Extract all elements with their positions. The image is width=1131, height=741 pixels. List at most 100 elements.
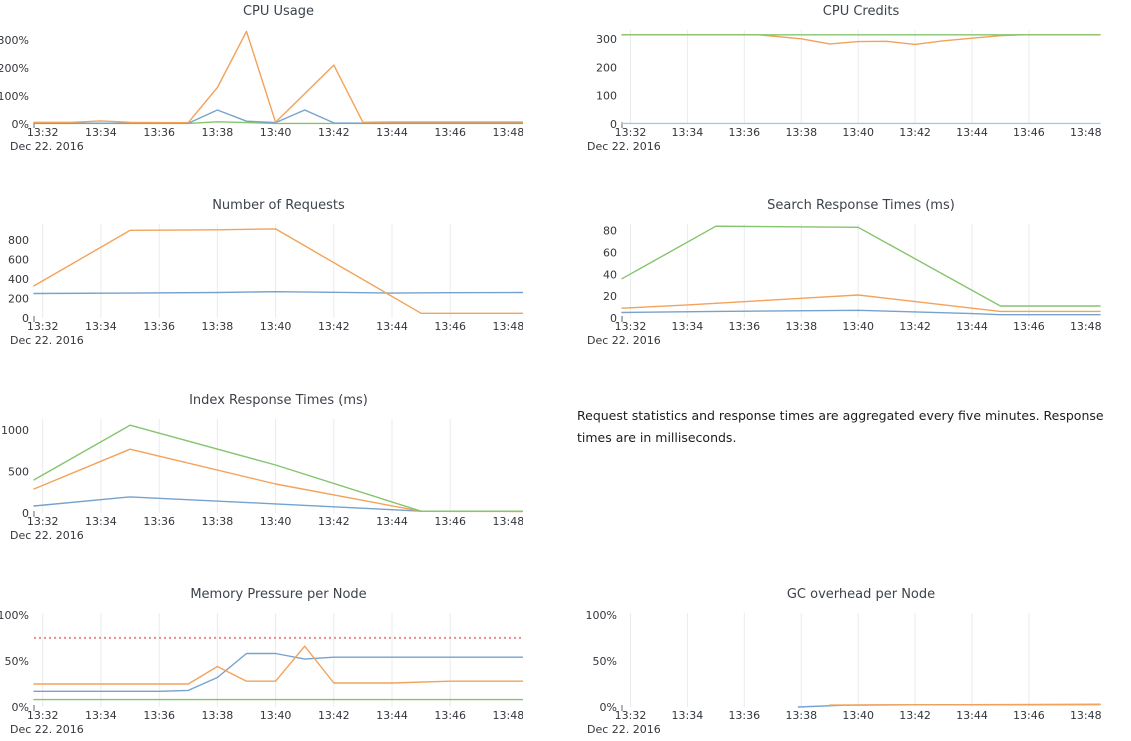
x-tick-label: 13:48 xyxy=(493,709,523,722)
series-orange xyxy=(33,448,523,513)
x-tick-label: 13:34 xyxy=(85,515,117,528)
y-tick-label: 200 xyxy=(8,293,29,306)
x-tick-label: 13:40 xyxy=(260,126,292,139)
x-tick-label: 13:32 xyxy=(615,126,647,139)
y-tick-label: 300 xyxy=(596,33,617,46)
x-tick-label: 13:44 xyxy=(956,126,988,139)
y-tick-label: 100% xyxy=(0,90,29,103)
x-tick-label: 13:42 xyxy=(899,126,931,139)
x-tick-label: 13:32 xyxy=(615,320,647,333)
series-orange xyxy=(33,228,523,315)
y-tick-label: 1000 xyxy=(1,424,29,437)
x-tick-label: 13:44 xyxy=(956,709,988,722)
x-tick-label: 13:40 xyxy=(260,320,292,333)
x-tick-label: 13:46 xyxy=(434,126,466,139)
chart-search-response-times: Search Response Times (ms) 13:32 13:34 13:… xyxy=(577,194,1130,346)
chart-gc-overhead-per-node: GC overhead per Node 13:32 13:34 13:36 13:3… xyxy=(577,583,1130,741)
y-tick-label: 60 xyxy=(603,246,617,259)
x-tick-label: 13:46 xyxy=(434,709,466,722)
x-tick-label: 13:48 xyxy=(493,320,523,333)
chart-cpu-credits: CPU Credits 13:32 13:34 13:36 13:38 13:40 13:… xyxy=(577,0,1130,152)
y-tick-label: 400 xyxy=(8,273,29,286)
date-label: Dec 22. 2016 xyxy=(10,529,84,541)
series-blue xyxy=(33,496,523,513)
series-green xyxy=(621,225,1101,307)
chart-cpu-usage: CPU Usage 13:32 13:34 13:36 13:38 13:40 13:42… xyxy=(0,0,523,152)
x-tick-label: 13:48 xyxy=(493,126,523,139)
cpu-credits-plot[interactable]: 13:32 13:34 13:36 13:38 13:40 13:42 13:44 13:46… xyxy=(577,22,1130,152)
series-orange xyxy=(33,30,523,124)
x-tick-label: 13:42 xyxy=(899,709,931,722)
x-tick-label: 13:38 xyxy=(785,126,817,139)
x-tick-label: 13:32 xyxy=(27,515,59,528)
series-green xyxy=(33,424,523,512)
x-tick-label: 13:34 xyxy=(672,320,704,333)
x-tick-label: 13:48 xyxy=(1070,320,1102,333)
x-tick-label: 13:34 xyxy=(85,320,117,333)
x-tick-label: 13:44 xyxy=(376,515,408,528)
cpu-usage-plot[interactable]: 13:32 13:34 13:36 13:38 13:40 13:42 13:44 13:46… xyxy=(0,22,523,152)
x-tick-label: 13:40 xyxy=(260,709,292,722)
chart-title-gc-overhead: GC overhead per Node xyxy=(786,587,936,602)
series-blue xyxy=(33,290,523,295)
x-tick-label: 13:44 xyxy=(376,126,408,139)
memory-pressure-plot[interactable]: 13:32 13:34 13:36 13:38 13:40 13:42 13:44 13:46… xyxy=(0,605,523,735)
x-tick-label: 13:38 xyxy=(785,320,817,333)
x-tick-label: 13:46 xyxy=(1013,126,1045,139)
date-label: Dec 22. 2016 xyxy=(587,140,661,152)
index-response-times-plot[interactable]: 13:32 13:34 13:36 13:38 13:40 13:42 13:44 13:46… xyxy=(0,411,523,541)
x-tick-label: 13:36 xyxy=(143,126,175,139)
x-tick-label: 13:44 xyxy=(376,320,408,333)
chart-title-cpu-credits: CPU Credits xyxy=(822,4,900,19)
aggregation-note-text: Request statistics and response times ar… xyxy=(577,408,1104,445)
x-tick-label: 13:40 xyxy=(842,126,874,139)
x-tick-label: 13:48 xyxy=(1070,126,1102,139)
x-tick-label: 13:46 xyxy=(1013,320,1045,333)
y-tick-label: 0 xyxy=(610,312,617,325)
x-tick-label: 13:32 xyxy=(27,320,59,333)
search-response-times-plot[interactable]: 13:32 13:34 13:36 13:38 13:40 13:42 13:44 13:46… xyxy=(577,216,1130,346)
chart-number-of-requests: Number of Requests 13:32 13:34 13:36 13:38 1… xyxy=(0,194,523,346)
chart-memory-pressure-per-node: Memory Pressure per Node 13:32 13:34 13:36… xyxy=(0,583,523,741)
date-label: Dec 22. 2016 xyxy=(587,334,661,346)
y-tick-label: 500 xyxy=(8,466,29,479)
x-tick-label: 13:32 xyxy=(615,709,647,722)
series-blue xyxy=(33,109,523,124)
x-tick-label: 13:34 xyxy=(672,126,704,139)
date-label: Dec 22. 2016 xyxy=(587,723,661,735)
number-of-requests-plot[interactable]: 13:32 13:34 13:36 13:38 13:40 13:42 13:44 13:46… xyxy=(0,216,523,346)
x-tick-label: 13:46 xyxy=(434,515,466,528)
y-tick-label: 100% xyxy=(586,609,617,622)
x-tick-label: 13:32 xyxy=(27,126,59,139)
x-tick-label: 13:42 xyxy=(899,320,931,333)
x-tick-label: 13:34 xyxy=(85,126,117,139)
x-tick-label: 13:38 xyxy=(202,126,234,139)
aggregation-note: Request statistics and response times ar… xyxy=(577,389,1131,449)
x-tick-label: 13:46 xyxy=(1013,709,1045,722)
x-tick-label: 13:40 xyxy=(842,320,874,333)
x-tick-label: 13:36 xyxy=(143,320,175,333)
x-tick-label: 13:40 xyxy=(842,709,874,722)
x-tick-label: 13:42 xyxy=(318,126,350,139)
y-tick-label: 300% xyxy=(0,34,29,47)
x-tick-label: 13:42 xyxy=(318,320,350,333)
chart-index-response-times: Index Response Times (ms) 13:32 13:34 13:3… xyxy=(0,389,523,541)
date-label: Dec 22. 2016 xyxy=(10,334,84,346)
chart-title-search-response-times: Search Response Times (ms) xyxy=(767,198,955,213)
chart-title-memory-pressure: Memory Pressure per Node xyxy=(190,587,367,602)
y-tick-label: 0% xyxy=(12,118,29,131)
x-tick-label: 13:40 xyxy=(260,515,292,528)
y-tick-label: 0 xyxy=(610,118,617,131)
gc-overhead-plot[interactable]: 13:32 13:34 13:36 13:38 13:40 13:42 13:44 13:46… xyxy=(577,605,1130,735)
y-tick-label: 50% xyxy=(5,655,29,668)
series-orange xyxy=(621,34,1101,46)
x-tick-label: 13:38 xyxy=(202,515,234,528)
y-tick-label: 80 xyxy=(603,225,617,238)
y-tick-label: 20 xyxy=(603,290,617,303)
x-tick-label: 13:38 xyxy=(202,709,234,722)
x-tick-label: 13:48 xyxy=(493,515,523,528)
x-tick-label: 13:46 xyxy=(434,320,466,333)
y-tick-label: 200% xyxy=(0,62,29,75)
x-tick-label: 13:42 xyxy=(318,515,350,528)
y-tick-label: 0% xyxy=(600,701,617,714)
